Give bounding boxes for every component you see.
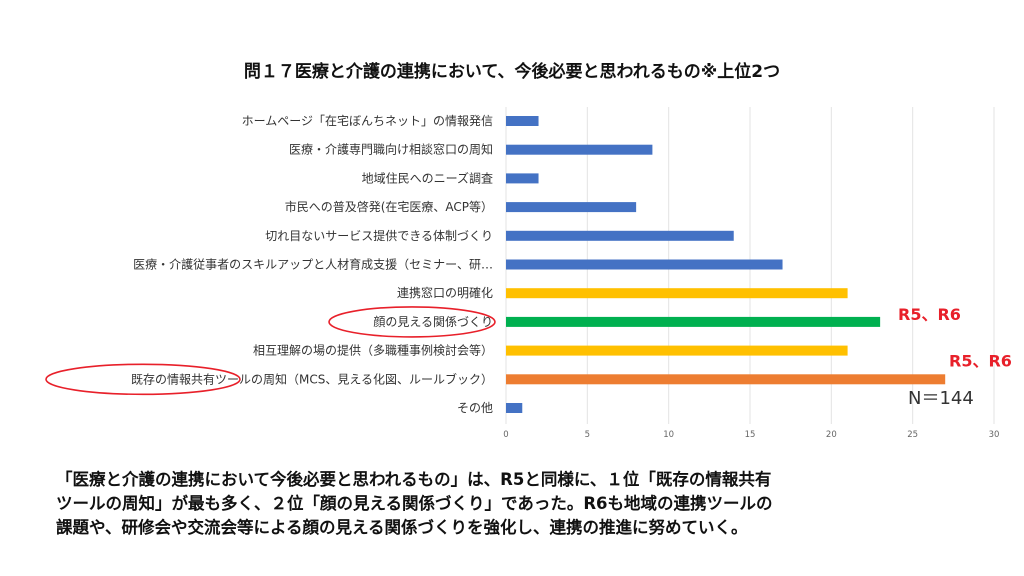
chart-title: 問１７医療と介護の連携において、今後必要と思われるもの※上位2つ: [243, 62, 781, 82]
annotation-label: R5、R6: [898, 305, 961, 324]
bar: [506, 288, 848, 299]
x-tick-label: 25: [907, 430, 918, 440]
x-tick-label: 30: [989, 430, 1000, 440]
highlight-ellipse: [45, 363, 241, 396]
category-label: 既存の情報共有ツールの周知（MCS、見える化図、ルールブック）: [131, 371, 493, 386]
annotation-label: R5、R6: [949, 351, 1012, 370]
x-axis-ticks: 0 5 10 15 20 25 30: [503, 430, 999, 440]
category-label: 医療・介護専門職向け相談窓口の周知: [289, 142, 493, 157]
category-label: ホームページ「在宅ぼんちネット」の情報発信: [242, 113, 493, 128]
summary-line: ツールの周知」が最も多く、２位「顔の見える関係づくり」であった。R6も地域の連携…: [56, 494, 773, 513]
bar: [506, 259, 783, 270]
x-tick-label: 20: [826, 430, 837, 440]
x-tick-label: 15: [745, 430, 756, 440]
summary-line: 「医療と介護の連携において今後必要と思われるもの」は、R5と同様に、１位「既存の…: [56, 470, 772, 489]
category-label: 地域住民へのニーズ調査: [362, 170, 493, 185]
category-label: 医療・介護従事者のスキルアップと人材育成支援（セミナー、研…: [133, 257, 493, 272]
bar: [506, 345, 848, 356]
category-label: 顔の見える関係づくり: [373, 314, 493, 329]
sample-size-label: N＝144: [908, 388, 974, 409]
bars: [506, 116, 946, 413]
bar: [506, 173, 539, 184]
summary-text: 「医療と介護の連携において今後必要と思われるもの」は、R5と同様に、１位「既存の…: [56, 468, 996, 540]
category-label: 連携窓口の明確化: [397, 285, 493, 300]
bar: [506, 316, 881, 327]
x-tick-label: 10: [663, 430, 674, 440]
category-label: 市民への普及啓発(在宅医療、ACP等）: [285, 199, 493, 214]
bar: [506, 116, 539, 126]
x-tick-label: 0: [503, 430, 508, 440]
category-label: 切れ目ないサービス提供できる体制づくり: [265, 228, 493, 243]
highlight-ellipse: [328, 306, 496, 338]
bar: [506, 144, 653, 155]
category-label: 相互理解の場の提供（多職種事例検討会等）: [253, 343, 493, 358]
summary-line: 課題や、研修会や交流会等による顔の見える関係づくりを強化し、連携の推進に努めてい…: [56, 518, 748, 537]
category-labels: ホームページ「在宅ぼんちネット」の情報発信医療・介護専門職向け相談窓口の周知地域…: [131, 113, 493, 415]
bar: [506, 230, 734, 241]
category-label: その他: [457, 401, 493, 415]
annotations: R5、R6 R5、R6: [898, 305, 1012, 370]
bar-chart: ホームページ「在宅ぼんちネット」の情報発信医療・介護専門職向け相談窓口の周知地域…: [45, 107, 1012, 440]
bar: [506, 202, 637, 213]
highlight-circles: [45, 306, 496, 396]
x-tick-label: 5: [585, 430, 590, 440]
bar: [506, 374, 946, 385]
bar: [506, 403, 523, 413]
